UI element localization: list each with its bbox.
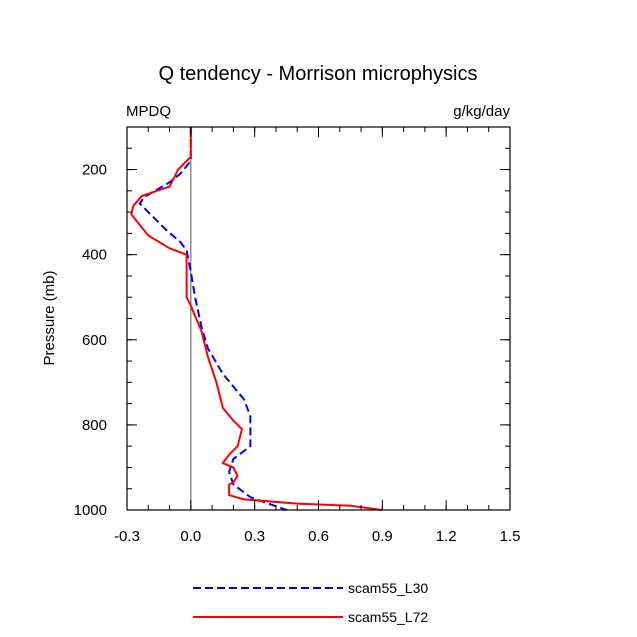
x-tick-label: 0.6 <box>308 528 329 545</box>
series-layer <box>130 127 383 511</box>
x-tick-label: 1.5 <box>500 528 521 545</box>
units-label: g/kg/day <box>453 103 510 120</box>
y-axis-label: Pressure (mb) <box>41 270 58 365</box>
legend: scam55_L30 scam55_L72 <box>193 580 428 625</box>
tick-layer: -0.3 0.0 0.3 0.6 0.9 1.2 1.5 200 400 600 800 1000 <box>74 126 521 545</box>
y-tick-label: 800 <box>82 417 107 434</box>
x-tick-label: 1.2 <box>436 528 457 545</box>
x-tick-label: 0.3 <box>244 528 265 545</box>
y-tick-label: 600 <box>82 332 107 349</box>
y-tick-label: 1000 <box>74 502 107 519</box>
chart-title: Q tendency - Morrison microphysics <box>159 63 478 85</box>
series-line-scam55-l72 <box>130 127 383 511</box>
x-tick-label: 0.0 <box>180 528 201 545</box>
plot-frame <box>126 126 511 511</box>
x-tick-label: -0.3 <box>114 528 140 545</box>
x-tick-label: 0.9 <box>372 528 393 545</box>
y-tick-label: 400 <box>82 247 107 264</box>
legend-label-scam55-l72: scam55_L72 <box>348 609 428 625</box>
series-line-scam55-l30 <box>138 127 287 511</box>
legend-label-scam55-l30: scam55_L30 <box>348 580 428 596</box>
y-tick-label: 200 <box>82 162 107 179</box>
variable-label: MPDQ <box>126 103 171 120</box>
